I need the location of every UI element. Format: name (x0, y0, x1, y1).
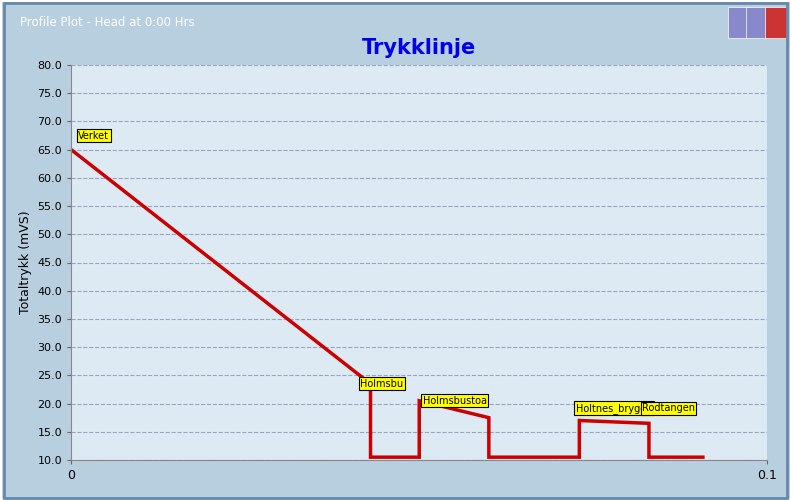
Text: Holmsbu: Holmsbu (360, 379, 403, 389)
FancyBboxPatch shape (728, 6, 750, 38)
Text: Holmsbustoa: Holmsbustoa (422, 396, 486, 406)
Y-axis label: Totaltrykk (mVS): Totaltrykk (mVS) (19, 210, 32, 314)
Title: Trykklinje: Trykklinje (362, 38, 476, 58)
Text: Holtnes_brygge: Holtnes_brygge (576, 402, 653, 413)
Text: Rodtangen: Rodtangen (642, 403, 695, 413)
FancyBboxPatch shape (765, 6, 787, 38)
FancyBboxPatch shape (746, 6, 768, 38)
Text: Profile Plot - Head at 0:00 Hrs: Profile Plot - Head at 0:00 Hrs (20, 16, 195, 29)
Text: Verket: Verket (78, 130, 109, 140)
